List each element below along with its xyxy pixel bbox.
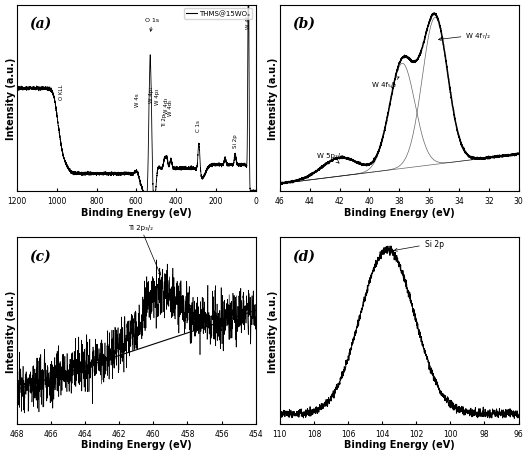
Text: W 4p₁: W 4p₁ <box>149 87 154 103</box>
X-axis label: Binding Energy (eV): Binding Energy (eV) <box>344 207 454 217</box>
Text: (c): (c) <box>29 249 51 263</box>
Text: W 4f: W 4f <box>246 16 251 29</box>
Text: O KLL: O KLL <box>59 84 63 100</box>
Y-axis label: Intensity (a.u.): Intensity (a.u.) <box>269 58 278 140</box>
Text: W 4d₅: W 4d₅ <box>168 99 174 116</box>
Legend: THMS@15WOₓ: THMS@15WOₓ <box>185 9 252 20</box>
X-axis label: Binding Energy (eV): Binding Energy (eV) <box>81 207 191 217</box>
Text: W 4f₇/₂: W 4f₇/₂ <box>439 33 490 41</box>
Y-axis label: Intensity (a.u.): Intensity (a.u.) <box>6 58 15 140</box>
Text: (d): (d) <box>292 249 315 263</box>
Text: Ti 2p: Ti 2p <box>162 113 167 126</box>
Text: Si 2p: Si 2p <box>394 239 444 252</box>
X-axis label: Binding Energy (eV): Binding Energy (eV) <box>81 440 191 450</box>
Text: W 4s: W 4s <box>134 93 140 107</box>
Text: W 4d₃: W 4d₃ <box>164 97 169 114</box>
Text: C 1s: C 1s <box>196 120 202 131</box>
Text: (b): (b) <box>292 17 315 30</box>
Text: (a): (a) <box>29 17 51 30</box>
Text: Ti 2p₃/₂: Ti 2p₃/₂ <box>128 224 161 275</box>
X-axis label: Binding Energy (eV): Binding Energy (eV) <box>344 440 454 450</box>
Text: W 4f₅/₂: W 4f₅/₂ <box>372 78 399 88</box>
Text: Si 2p: Si 2p <box>233 134 238 147</box>
Text: W 4p₃: W 4p₃ <box>155 88 160 105</box>
Text: W 5p₃/₂: W 5p₃/₂ <box>317 153 343 164</box>
Y-axis label: Intensity (a.u.): Intensity (a.u.) <box>6 290 15 372</box>
Y-axis label: Intensity (a.u.): Intensity (a.u.) <box>269 290 278 372</box>
Text: O 1s: O 1s <box>145 18 159 32</box>
